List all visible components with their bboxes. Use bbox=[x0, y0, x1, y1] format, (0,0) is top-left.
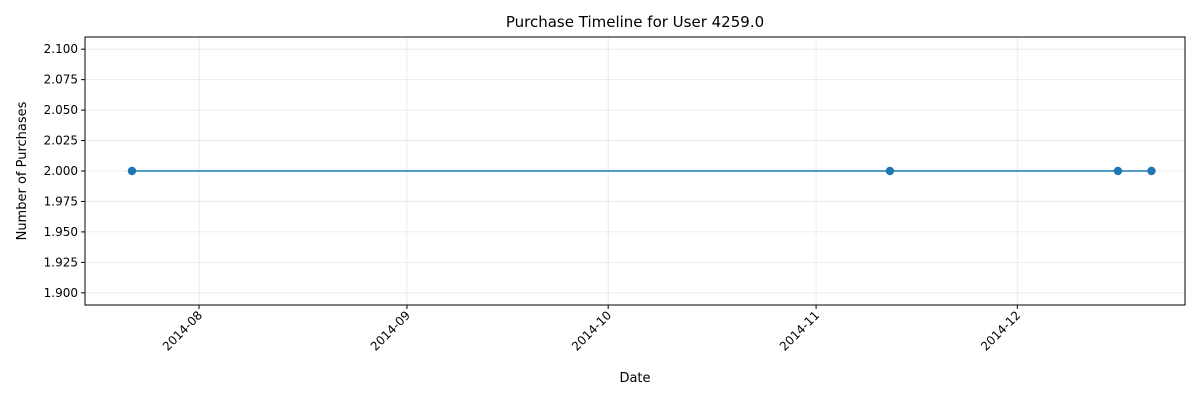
y-tick-label: 2.025 bbox=[44, 134, 78, 148]
y-tick-label: 2.100 bbox=[44, 42, 78, 56]
y-tick-label: 2.050 bbox=[44, 103, 78, 117]
x-tick-label: 2014-08 bbox=[160, 308, 205, 353]
y-tick-label: 1.900 bbox=[44, 286, 78, 300]
series-layer bbox=[127, 166, 1156, 176]
y-tick-label: 1.975 bbox=[44, 194, 78, 208]
data-point-marker bbox=[127, 166, 137, 176]
data-point-marker bbox=[1113, 166, 1123, 176]
x-tick-label: 2014-09 bbox=[368, 308, 413, 353]
x-tick-label: 2014-12 bbox=[978, 308, 1023, 353]
y-tick-label: 2.000 bbox=[44, 164, 78, 178]
y-axis-ticks: 1.900 1.925 1.950 1.975 2.000 2.025 2.050 2.075… bbox=[44, 42, 85, 300]
x-axis-label: Date bbox=[619, 371, 650, 386]
y-axis-label: Number of Purchases bbox=[15, 101, 30, 240]
chart-title: Purchase Timeline for User 4259.0 bbox=[506, 13, 764, 31]
y-tick-label: 1.925 bbox=[44, 255, 78, 269]
data-point-marker bbox=[885, 166, 895, 176]
data-point-marker bbox=[1147, 166, 1156, 176]
x-tick-label: 2014-10 bbox=[569, 308, 614, 353]
x-axis-ticks: 2014-08 2014-09 2014-10 2014-11 2014-12 bbox=[160, 305, 1023, 354]
y-tick-label: 1.950 bbox=[44, 225, 78, 239]
y-tick-label: 2.075 bbox=[44, 73, 78, 87]
x-tick-label: 2014-11 bbox=[777, 308, 822, 353]
